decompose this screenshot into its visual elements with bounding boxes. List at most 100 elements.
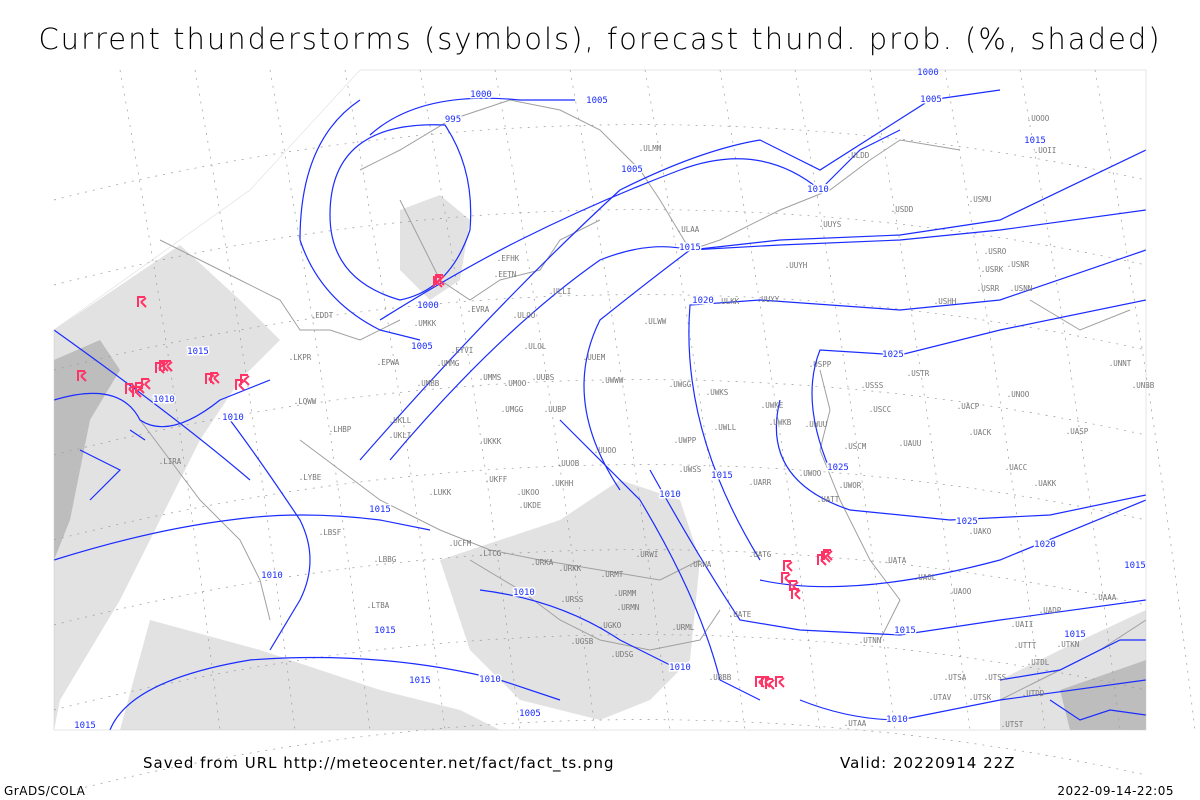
station-label: .UWLL: [714, 423, 737, 432]
isobar-line: [649, 469, 1147, 636]
coastlines: [139, 99, 1147, 701]
station-label: .UWOO: [799, 469, 822, 478]
station-label: .UWOR: [839, 481, 862, 490]
coastline: [399, 199, 601, 301]
station-label: .UUBS: [532, 373, 555, 382]
station-label: .UMBB: [417, 379, 440, 388]
isobar-label: 1020: [1034, 540, 1056, 550]
isobar-line: [559, 419, 761, 701]
station-label: .UTKN: [1057, 640, 1080, 649]
thunderstorm-symbols: [77, 274, 833, 690]
station-label: .UUOB: [557, 459, 580, 468]
isobar-label: 1000: [417, 301, 439, 311]
isobar-label: 1025: [956, 517, 978, 527]
parallel: [53, 124, 1147, 201]
map-title: Current thunderstorms (symbols), forecas…: [38, 22, 1162, 56]
station-label: .UMMS: [479, 373, 502, 382]
isobar-label: 1015: [374, 626, 396, 636]
station-label: .UTTT: [1014, 641, 1037, 650]
station-label: .UUEM: [583, 353, 606, 362]
isobar-label: 1015: [894, 626, 916, 636]
station-label: .UMKK: [414, 319, 437, 328]
station-label: .USPP: [809, 360, 832, 369]
station-label: .ULKK: [717, 297, 740, 306]
isobar-label: 1010: [479, 675, 501, 685]
station-label: .UTSA: [944, 673, 967, 682]
isobar-label: 1010: [222, 413, 244, 423]
station-label: .EPWA: [377, 358, 400, 367]
isobar-label: 1010: [669, 663, 691, 673]
station-label: .USDD: [891, 205, 914, 214]
station-label: .USSS: [861, 381, 884, 390]
station-label: .UMMG: [437, 359, 460, 368]
station-label: .UGSB: [571, 637, 594, 646]
probability-area: [120, 620, 500, 730]
station-label: .USRO: [984, 247, 1007, 256]
isobar-line: [369, 97, 575, 136]
source-url: Saved from URL http://meteocenter.net/fa…: [143, 754, 615, 772]
parallel: [53, 209, 1147, 286]
station-label: .UTAV: [929, 693, 952, 702]
station-label: .USHH: [934, 297, 957, 306]
station-label: .ULAA: [677, 225, 700, 234]
station-label: .UAUU: [899, 439, 922, 448]
station-label: .UKOO: [517, 488, 540, 497]
isobar-line: [688, 249, 1147, 561]
isobar-label: 1010: [659, 490, 681, 500]
station-label: .UWUU: [805, 420, 828, 429]
isobar-line: [583, 209, 1147, 491]
station-label: .LTBA: [367, 601, 390, 610]
station-label: .UMOO: [504, 379, 527, 388]
isobar-label: 1010: [807, 185, 829, 195]
map-boundary: [53, 69, 1147, 731]
station-label: .ULOO: [513, 311, 536, 320]
station-label: .UAKO: [969, 527, 992, 536]
isobar-label: 1025: [882, 350, 904, 360]
station-label: .UKLI: [389, 431, 412, 440]
isobar-line: [759, 499, 1147, 588]
station-label: .UAOL: [914, 573, 937, 582]
station-label: .UARR: [749, 478, 772, 487]
station-label: .UAKK: [1034, 479, 1057, 488]
station-label: .UTNN: [859, 636, 882, 645]
parallel: [53, 634, 1147, 711]
parallel: [53, 549, 1147, 626]
station-label: .UKKK: [479, 437, 502, 446]
isobar-label: 1010: [261, 571, 283, 581]
station-label: .ULDD: [847, 151, 870, 160]
isobar-line: [79, 429, 146, 501]
coastline: [299, 439, 701, 581]
station-label: .UOII: [1034, 146, 1057, 155]
isobar-line: [53, 379, 271, 428]
station-label: .URMM: [614, 589, 637, 598]
station-label: .USCC: [869, 405, 892, 414]
isobar-label: 1010: [513, 588, 535, 598]
isobar-line: [229, 419, 311, 651]
station-label: .USRR: [977, 284, 1000, 293]
station-label: .UACP: [957, 402, 980, 411]
station-label: .UUYS: [819, 220, 842, 229]
station-label: .UTDL: [1027, 658, 1050, 667]
credit: GrADS/COLA: [4, 784, 86, 798]
station-label: .LOWW: [294, 397, 317, 406]
station-label: .ULLI: [549, 287, 572, 296]
coastline: [469, 559, 721, 651]
isobar-label: 1015: [1124, 561, 1146, 571]
station-label: .UKFF: [485, 475, 508, 484]
station-label: .UNOO: [1007, 390, 1030, 399]
isobar-label: 1015: [711, 471, 733, 481]
thunderstorm-icon: [765, 678, 775, 690]
thunderstorm-icon: [775, 676, 785, 688]
station-label: .UTSK: [969, 693, 992, 702]
station-label: .UTSS: [984, 673, 1007, 682]
station-label: .UDSG: [611, 650, 634, 659]
meridian: [269, 69, 371, 731]
station-label: .UWKB: [769, 418, 792, 427]
probability-area: [54, 340, 120, 560]
meridian: [944, 69, 1046, 731]
station-label: .UKLL: [389, 416, 412, 425]
thunderstorm-icon: [132, 386, 142, 398]
station-label: .UATA: [884, 556, 907, 565]
station-label: .EFHK: [497, 254, 520, 263]
thunderstorm-icon: [821, 551, 831, 563]
